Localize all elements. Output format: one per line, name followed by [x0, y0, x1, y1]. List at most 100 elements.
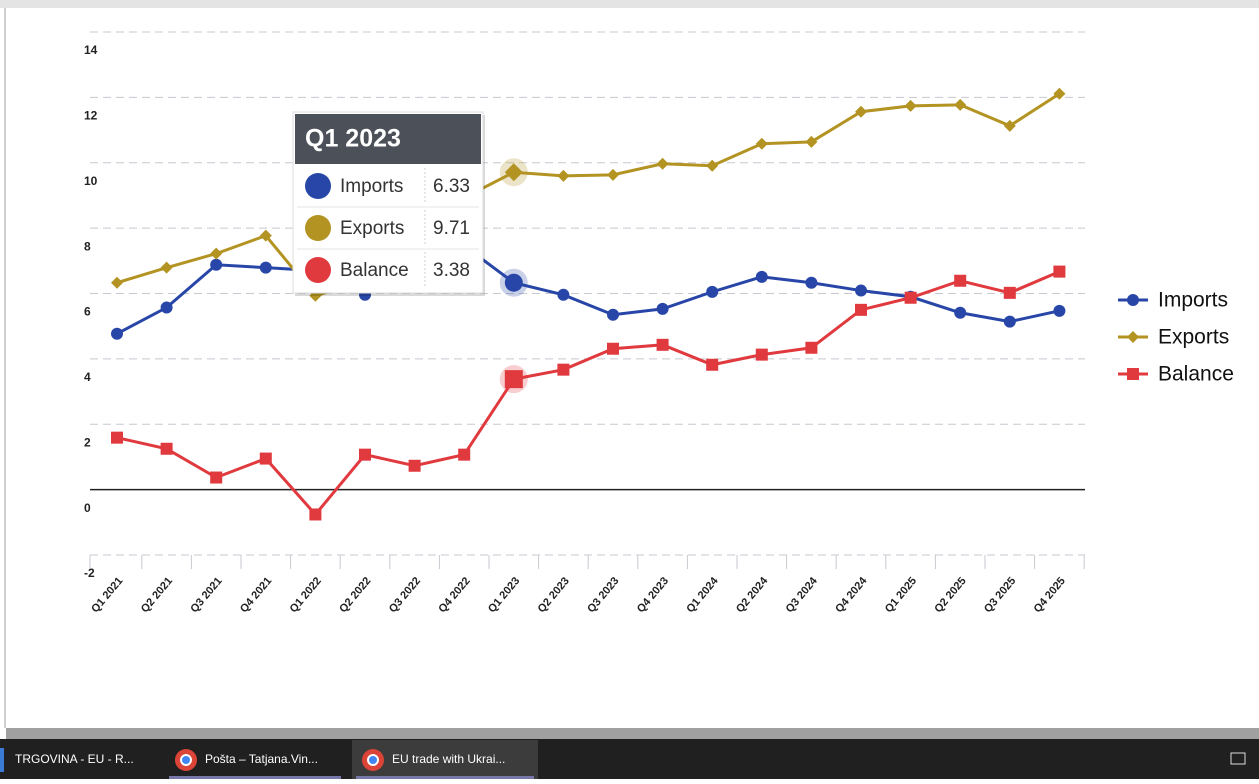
y-tick-label: 12	[84, 109, 98, 123]
point	[706, 358, 719, 371]
point	[259, 229, 272, 242]
point	[1127, 368, 1139, 380]
point	[210, 247, 223, 260]
x-tick-label: Q4 2024	[833, 574, 870, 615]
x-tick-label: Q3 2023	[585, 575, 621, 615]
point	[855, 105, 867, 118]
y-tick-label: 4	[84, 370, 91, 384]
taskbar-button[interactable]	[5, 740, 150, 779]
active-indicator	[356, 776, 534, 779]
tooltip-swatch	[305, 215, 331, 241]
x-tick-label: Q1 2023	[486, 575, 522, 615]
x-tick-label: Q4 2022	[436, 575, 472, 615]
point	[805, 276, 818, 289]
y-tick-label: 10	[84, 174, 98, 188]
x-tick-label: Q4 2025	[1032, 575, 1068, 615]
taskbar-label: TRGOVINA - EU - R...	[15, 752, 134, 766]
tooltip-swatch	[305, 257, 331, 283]
x-tick-label: Q3 2022	[387, 575, 423, 615]
plot: -2 0 2 4 6 8 10 12 14 Q1 2021 Q2 2021 Q3 2021 Q4 202…	[84, 31, 1234, 615]
point	[954, 274, 967, 287]
point	[1053, 265, 1066, 278]
point	[656, 302, 669, 315]
point	[111, 431, 123, 444]
point	[607, 168, 619, 181]
point	[210, 258, 223, 271]
point	[160, 301, 173, 314]
point	[458, 448, 471, 461]
point	[1003, 315, 1016, 328]
left-border	[4, 8, 6, 728]
x-tick-label: Q2 2022	[337, 575, 373, 615]
tooltip-value: 6.33	[433, 176, 470, 197]
point	[1003, 286, 1016, 299]
point	[706, 285, 719, 298]
y-tick-label: 2	[84, 435, 91, 449]
point	[111, 327, 123, 340]
point	[855, 284, 867, 297]
point	[160, 261, 173, 274]
point	[607, 342, 619, 355]
point	[607, 308, 619, 321]
point	[1003, 119, 1016, 132]
point	[706, 159, 719, 172]
app-icon-center	[180, 754, 192, 766]
taskbar-label: EU trade with Ukrai...	[392, 752, 505, 766]
x-tick-label: Q2 2021	[139, 575, 175, 615]
y-tick-label: -2	[84, 566, 95, 580]
point	[557, 363, 570, 376]
point	[504, 370, 523, 389]
x-tick-label: Q3 2021	[188, 575, 224, 615]
active-indicator	[169, 776, 341, 779]
point	[111, 276, 123, 289]
x-tick-label: Q2 2025	[932, 575, 968, 615]
series-line	[116, 92, 1061, 298]
tooltip-swatch	[305, 173, 331, 199]
legend-label: Exports	[1158, 326, 1229, 349]
point	[755, 270, 768, 283]
x-tick-label: Q2 2024	[734, 574, 771, 615]
point	[954, 306, 967, 319]
point	[1053, 87, 1066, 100]
point	[904, 99, 917, 112]
point	[210, 471, 223, 484]
point	[1127, 331, 1139, 343]
y-tick-label: 6	[84, 305, 91, 319]
x-tick-label: Q1 2025	[883, 575, 919, 615]
legend-label: Balance	[1158, 363, 1234, 386]
point	[954, 98, 967, 111]
point	[504, 163, 523, 182]
point	[656, 157, 669, 170]
point	[259, 452, 272, 465]
x-tick-label: Q2 2023	[536, 575, 572, 615]
y-tick-label: 8	[84, 239, 91, 253]
x-tick-label: Q3 2024	[784, 574, 821, 615]
point	[557, 169, 570, 182]
point	[557, 288, 570, 301]
tooltip-value: 3.38	[433, 260, 470, 281]
x-tick-label: Q1 2024	[684, 574, 721, 615]
scrollbar[interactable]	[6, 728, 1259, 739]
tooltip-header	[295, 114, 481, 164]
point	[656, 338, 669, 351]
tray-icon	[1230, 752, 1246, 765]
top-bar	[0, 0, 1259, 8]
point	[1053, 304, 1066, 317]
point	[805, 135, 818, 148]
x-tick-label: Q4 2021	[238, 575, 274, 615]
taskbar-items: TRGOVINA - EU - R... Pošta – Tatjana.Vin.…	[0, 740, 1246, 779]
tooltip-name: Imports	[340, 176, 403, 197]
x-tick-label: Q3 2025	[982, 575, 1018, 615]
point	[755, 137, 768, 150]
x-tick-label: Q1 2022	[288, 575, 324, 615]
point	[1127, 294, 1139, 306]
app-icon-center	[367, 754, 379, 766]
point	[309, 508, 322, 521]
tooltip-title: Q1 2023	[305, 125, 401, 153]
series-line	[116, 270, 1060, 517]
app-icon	[0, 748, 4, 772]
point	[805, 341, 818, 354]
point	[904, 291, 917, 304]
